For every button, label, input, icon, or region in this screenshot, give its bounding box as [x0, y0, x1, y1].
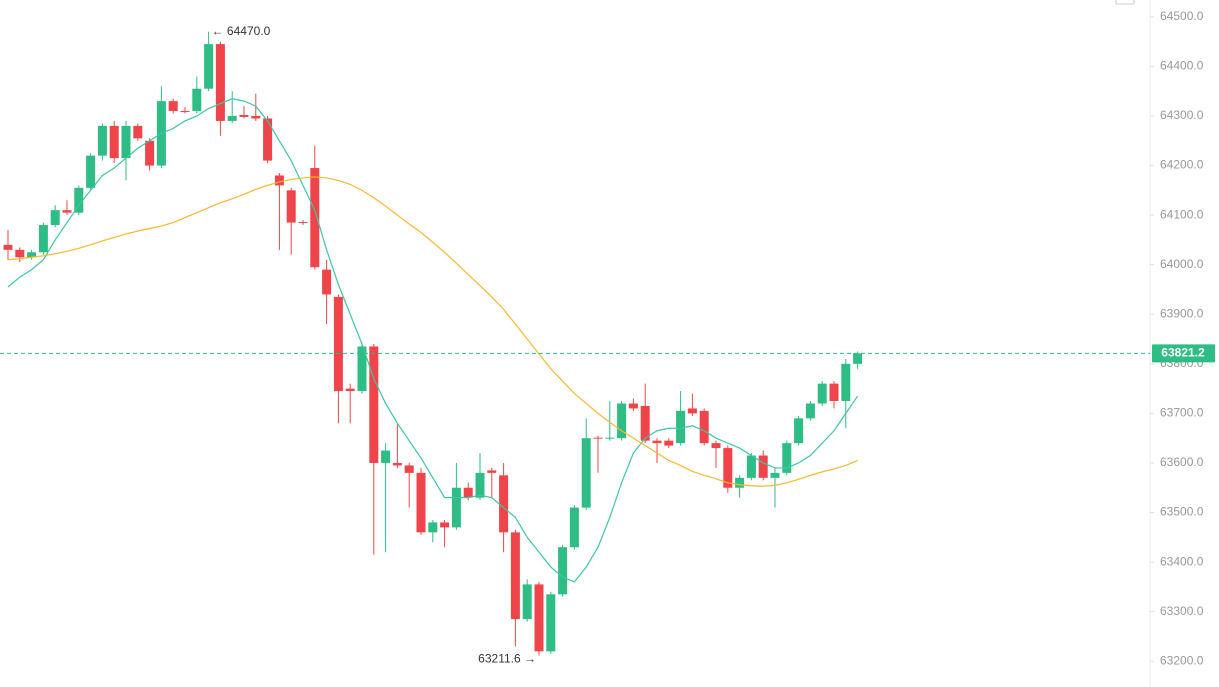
candle-body: [558, 547, 568, 595]
candle-body: [274, 175, 284, 186]
candle-body: [746, 455, 756, 478]
moving-average-line: [7, 98, 859, 583]
candle-body: [699, 410, 709, 444]
candle-body: [121, 125, 131, 159]
candle-body: [74, 187, 84, 213]
candle-body: [735, 477, 745, 488]
candle-body: [534, 584, 544, 652]
candle-body: [251, 115, 261, 119]
candle-body: [593, 437, 603, 439]
candle-body: [841, 363, 851, 401]
candle-body: [817, 383, 827, 404]
candle-body: [86, 155, 96, 188]
candle-body: [687, 408, 697, 414]
candle-body: [286, 190, 296, 223]
corner-box: [1115, 0, 1135, 5]
y-tick-label: 63300.0: [1160, 604, 1204, 618]
candle-body: [133, 125, 143, 139]
candle-body: [180, 111, 190, 113]
candle-body: [227, 115, 237, 121]
candle-body: [546, 594, 556, 652]
candle-body: [758, 455, 768, 478]
candle-body: [463, 487, 473, 498]
candle-body: [569, 507, 579, 548]
candle-body: [109, 125, 119, 159]
candle-body: [475, 472, 485, 498]
candle-body: [298, 222, 308, 224]
candle-body: [168, 101, 178, 112]
candle-body: [62, 210, 72, 213]
candle-body: [829, 383, 839, 401]
candle-body: [440, 522, 450, 528]
candle-body: [369, 346, 379, 463]
low-annotation: 63211.6 →: [478, 652, 536, 666]
candle-body: [676, 410, 686, 444]
candle-body: [310, 168, 320, 268]
y-tick-label: 63500.0: [1160, 505, 1204, 519]
candle-body: [3, 244, 13, 250]
candle-body: [357, 346, 367, 392]
candle-body: [617, 403, 627, 439]
candle-body: [628, 403, 638, 409]
candle-body: [605, 437, 615, 439]
candle-body: [204, 44, 214, 89]
candle-body: [581, 438, 591, 508]
candle-body: [333, 296, 343, 392]
candle-body: [97, 125, 107, 156]
candle-body: [451, 487, 461, 528]
y-tick-label: 63900.0: [1160, 306, 1204, 320]
candle-body: [392, 462, 402, 466]
moving-average-line: [7, 176, 858, 487]
candle-body: [345, 388, 355, 392]
y-tick-label: 63400.0: [1160, 554, 1204, 568]
candle-body: [522, 584, 532, 620]
y-tick-label: 63600.0: [1160, 455, 1204, 469]
candle-body: [215, 44, 225, 121]
candle-body: [853, 353, 863, 364]
candle-body: [723, 448, 733, 488]
candle-body: [27, 252, 37, 258]
candle-body: [404, 465, 414, 473]
candle-body: [416, 472, 426, 533]
candle-body: [664, 440, 674, 446]
y-tick-label: 63200.0: [1160, 653, 1204, 667]
candle-body: [239, 114, 249, 117]
candle-body: [794, 418, 804, 444]
y-tick-label: 64300.0: [1160, 108, 1204, 122]
candle-body: [487, 470, 497, 473]
candle-body: [711, 443, 721, 449]
candle-body: [428, 522, 438, 533]
candle-body: [805, 403, 815, 419]
candle-body: [381, 450, 391, 463]
last-price-tag: [1152, 344, 1215, 363]
candle-body: [192, 88, 202, 112]
candle-body: [640, 405, 650, 441]
candle-body: [15, 249, 25, 258]
y-tick-label: 64000.0: [1160, 257, 1204, 271]
candle-body: [50, 210, 60, 226]
y-tick-label: 64500.0: [1160, 9, 1204, 23]
candle-body: [510, 532, 520, 620]
y-tick-label: 63700.0: [1160, 406, 1204, 420]
candle-body: [770, 472, 780, 478]
candle-body: [499, 475, 509, 533]
candle-body: [652, 440, 662, 444]
candle-body: [263, 118, 273, 161]
high-annotation: ← 64470.0: [212, 24, 271, 38]
candle-body: [782, 443, 792, 473]
candle-body: [322, 269, 332, 295]
y-tick-label: 64400.0: [1160, 59, 1204, 73]
candle-body: [145, 140, 155, 166]
last-price-label: 63821.2: [1161, 345, 1205, 359]
candle-body: [38, 225, 48, 253]
y-tick-label: 64200.0: [1160, 158, 1204, 172]
y-tick-label: 64100.0: [1160, 207, 1204, 221]
